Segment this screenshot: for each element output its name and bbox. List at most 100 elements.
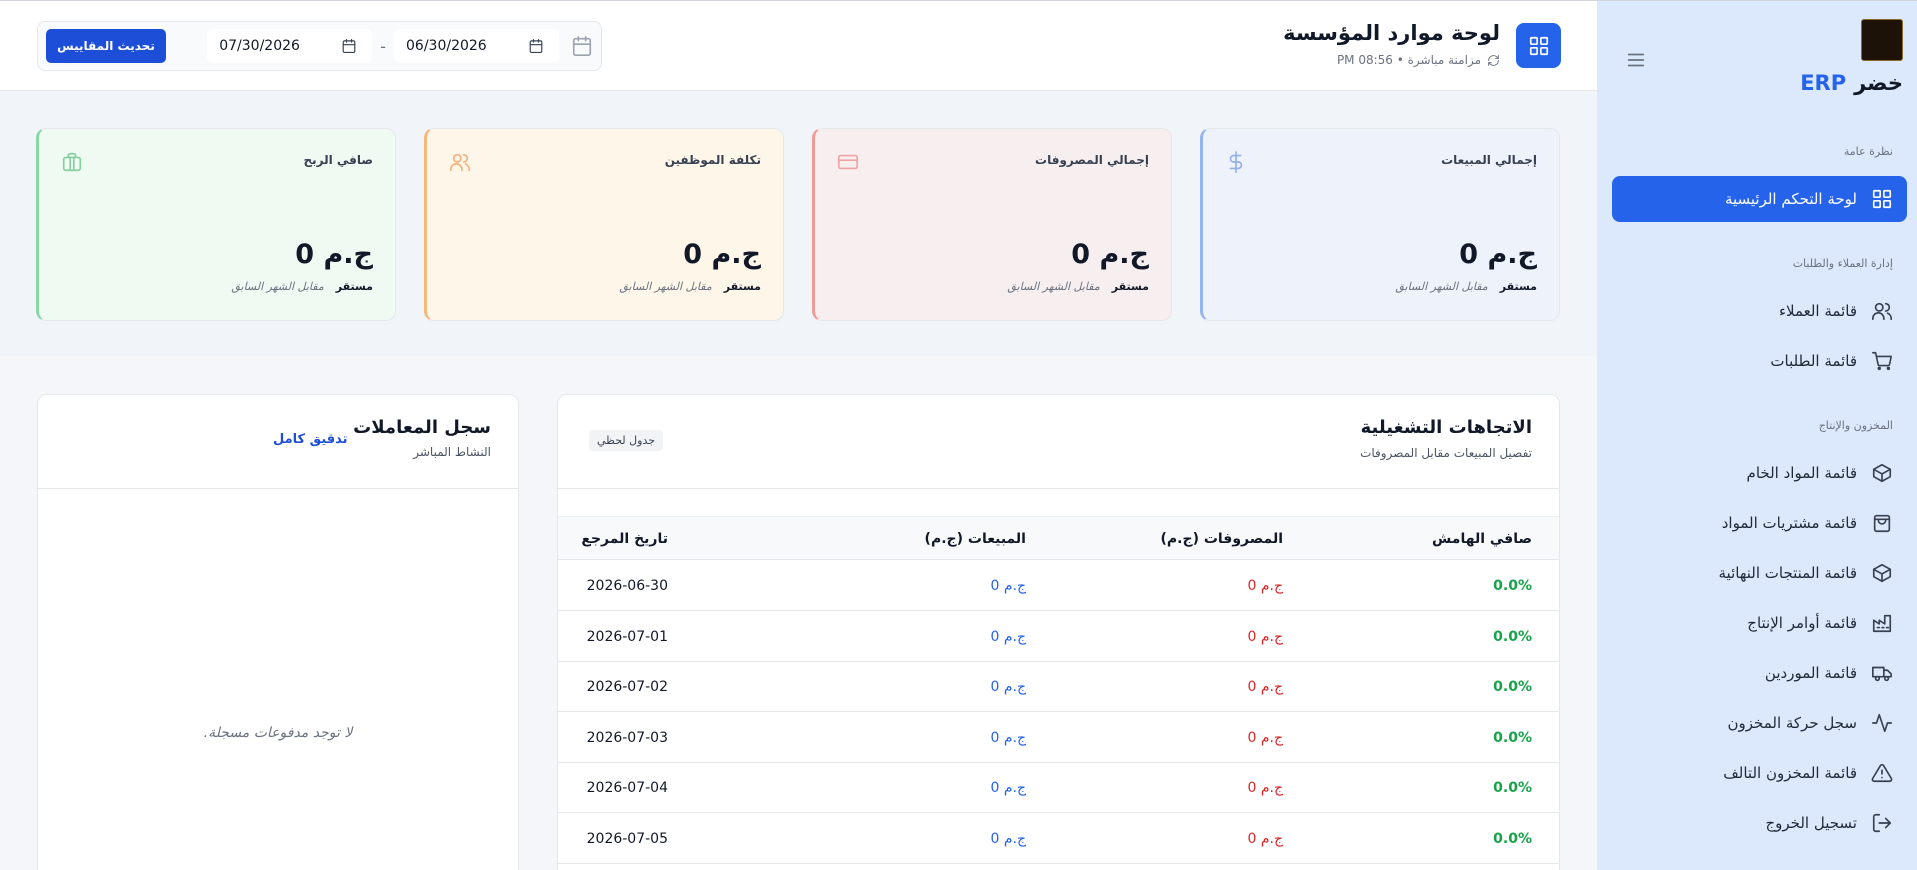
icon-shape <box>1539 36 1548 45</box>
table-row: 0.0% ج.م 0 ج.م 0 2026-07-05 <box>558 814 1559 864</box>
icon-shape <box>342 39 356 46</box>
icon-shape <box>529 40 543 53</box>
table-cell: 2026-07-03 <box>586 729 668 746</box>
icon <box>1627 53 1645 67</box>
table-cell: 2026-07-05 <box>586 830 668 847</box>
icon-shape <box>1872 666 1885 678</box>
kpi-footer: مستقر مقابل الشهر السابق <box>1007 280 1149 293</box>
icon-shape <box>1872 463 1892 483</box>
icon-shape <box>572 36 592 45</box>
table-row: 0.0% ج.م 0 ج.م 0 2026-07-02 <box>558 662 1559 712</box>
icon-shape <box>450 163 463 172</box>
header-icon <box>1516 23 1561 68</box>
table-cell: ج.م 0 <box>1247 729 1283 746</box>
icon <box>1872 614 1892 633</box>
nav-item[interactable]: قائمة مشتريات المواد <box>1612 500 1907 546</box>
table-row: 0.0% ج.م 0 ج.م 0 2026-07-01 <box>558 612 1559 662</box>
nav-item[interactable]: قائمة أوامر الإنتاج <box>1612 600 1907 646</box>
nav-label: قائمة المواد الخام <box>1746 464 1857 482</box>
icon-shape <box>462 153 469 163</box>
header: لوحة موارد المؤسسة مزامنة مباشرة • PM 08:… <box>0 1 1597 91</box>
icon-shape <box>62 156 82 172</box>
icon <box>1872 813 1892 833</box>
column-header: تاريخ المرجع <box>581 531 668 547</box>
trends-panel: الاتجاهات التشغيلية تفصيل المبيعات مقابل … <box>557 394 1560 870</box>
kpi-compare: مقابل الشهر السابق <box>1007 280 1100 293</box>
nav-item[interactable]: قائمة العملاء <box>1612 288 1907 334</box>
icon-shape <box>529 39 543 46</box>
table-cell: ج.م 0 <box>1247 628 1283 645</box>
trends-badge: جدول لحظي <box>589 430 664 451</box>
table-cell: ج.م 0 <box>990 780 1026 796</box>
kpi-compare: مقابل الشهر السابق <box>231 280 324 293</box>
sync-text: مزامنة مباشرة • PM 08:56 <box>1336 53 1481 67</box>
icon-shape <box>1872 468 1892 483</box>
icon-shape <box>1883 669 1892 678</box>
trends-title: الاتجاهات التشغيلية <box>1360 417 1532 438</box>
icon-shape <box>1872 713 1892 733</box>
icon-shape <box>1883 189 1892 198</box>
sync-status: مزامنة مباشرة • PM 08:56 <box>1337 53 1500 67</box>
table-cell: ج.م 0 <box>1247 578 1283 594</box>
refresh-button[interactable]: تحديث المقاييس <box>46 29 166 63</box>
nav-item[interactable]: قائمة الموردين <box>1612 650 1907 696</box>
icon-shape <box>1884 302 1891 312</box>
icon <box>1872 463 1892 483</box>
date-from[interactable]: 06/30/2026 <box>394 29 559 63</box>
table-row: 0.0% ج.م 0 ج.م 0 2026-06-30 <box>558 561 1559 611</box>
sidebar: خضر ERP نظرة عامة لوحة التحكم الرئيسية إدارة… <box>1597 1 1917 870</box>
kpi-footer: مستقر مقابل الشهر السابق <box>1395 280 1537 293</box>
logo <box>1861 19 1903 61</box>
kpi-trend: مستقر <box>723 280 761 293</box>
menu-toggle[interactable] <box>1625 49 1647 71</box>
date-to-text: 07/30/2026 <box>219 38 300 54</box>
brand-suffix: ERP <box>1800 71 1847 95</box>
trends-subtitle: تفصيل المبيعات مقابل المصروفات <box>1360 446 1532 460</box>
icon-shape <box>572 37 592 56</box>
nav-label: قائمة أوامر الإنتاج <box>1747 614 1857 632</box>
icon <box>1529 36 1548 55</box>
table-cell: ج.م 0 <box>1247 830 1283 847</box>
icon-shape <box>1883 200 1892 209</box>
logout[interactable]: تسجيل الخروج <box>1612 800 1907 846</box>
nav-item[interactable]: قائمة المنتجات النهائية <box>1612 550 1907 596</box>
kpi-value: ج.م 0 <box>295 239 373 270</box>
icon-shape <box>1529 36 1538 45</box>
table-cell: 0.0% <box>1493 679 1532 695</box>
icon-shape <box>1539 46 1548 55</box>
section-title: المخزون والإنتاج <box>1818 419 1893 432</box>
date-from-text: 06/30/2026 <box>406 38 487 54</box>
nav-label: قائمة الطلبات <box>1770 352 1857 370</box>
kpi-footer: مستقر مقابل الشهر السابق <box>231 280 373 293</box>
nav-label: لوحة التحكم الرئيسية <box>1724 190 1857 208</box>
empty-state: لا توجد مدفوعات مسجلة. <box>203 725 353 741</box>
nav-item[interactable]: قائمة المواد الخام <box>1612 450 1907 496</box>
icon-shape <box>1871 763 1893 783</box>
icon <box>1229 151 1243 173</box>
nav-item[interactable]: قائمة الطلبات <box>1612 338 1907 384</box>
kpi-compare: مقابل الشهر السابق <box>1395 280 1488 293</box>
icon-shape <box>1874 675 1881 682</box>
date-to[interactable]: 07/30/2026 <box>207 29 373 63</box>
icon-shape <box>1877 519 1887 525</box>
nav-item[interactable]: قائمة المخزون التالف <box>1612 750 1907 796</box>
table-cell: 0.0% <box>1493 729 1532 746</box>
nav-item[interactable]: سجل حركة المخزون <box>1612 700 1907 746</box>
icon-shape <box>1878 817 1892 829</box>
icon <box>1872 713 1892 733</box>
kpi-value: ج.م 0 <box>683 239 761 270</box>
kpi-title: إجمالي المبيعات <box>1441 153 1537 167</box>
table-cell: 0.0% <box>1493 578 1532 594</box>
nav-item[interactable]: لوحة التحكم الرئيسية <box>1612 176 1907 222</box>
calendar-icon <box>571 35 593 57</box>
kpi-icon <box>837 151 859 173</box>
icon-shape <box>1872 563 1892 583</box>
table-cell: ج.م 0 <box>1247 780 1283 796</box>
icon <box>1871 763 1893 783</box>
nav-label: قائمة العملاء <box>1778 302 1857 320</box>
icon-shape <box>67 152 77 172</box>
ledger-link[interactable]: تدقيق كامل <box>273 432 348 447</box>
kpi-compare: مقابل الشهر السابق <box>619 280 712 293</box>
icon-shape <box>1877 366 1881 371</box>
date-separator: - <box>380 36 386 56</box>
